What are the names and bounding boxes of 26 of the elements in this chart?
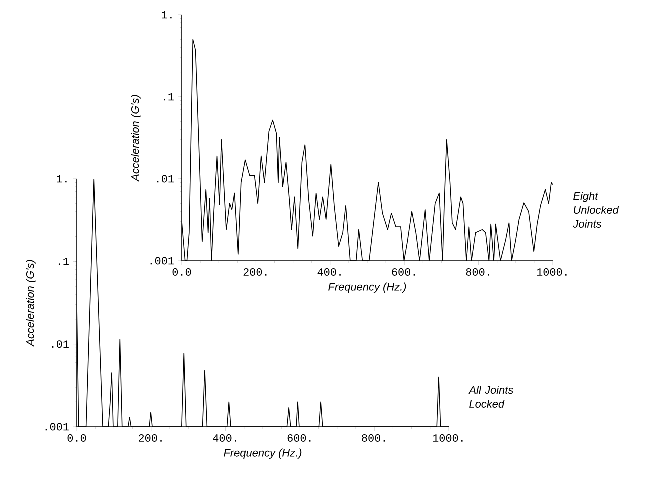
x-tick-label: 800. [362, 434, 386, 442]
x-axis-title: Frequency (Hz.) [328, 282, 406, 294]
y-tick-label: .001 [46, 423, 69, 431]
x-tick-label: 0.0 [68, 434, 86, 442]
y-tick-label: .01 [157, 175, 174, 183]
x-tick-label: 400. [318, 268, 341, 276]
x-tick-label: 800. [466, 268, 490, 276]
x-tick-label: 0.0 [172, 268, 192, 276]
x-tick-label: 200. [244, 268, 267, 276]
y-tick-label: .1 [164, 93, 174, 101]
x-tick-label: 200. [139, 434, 162, 442]
y-axis-title: Acceleration (G's) [26, 260, 36, 347]
y-tick-label: .001 [150, 257, 174, 265]
y-tick-label: .1 [58, 258, 69, 266]
y-tick-label: 1. [57, 175, 67, 183]
text: All Joints Locked [468, 386, 514, 408]
x-tick-label: 1000. [537, 268, 567, 276]
x-tick-label: 600. [288, 434, 311, 442]
x-tick-label: 400. [213, 434, 236, 442]
x-tick-label: 1000. [433, 434, 463, 442]
y-tick-label: 1. [162, 11, 172, 19]
x-axis-title: Frequency (Hz.) [224, 448, 302, 460]
y-axis-title: Acceleration (G's) [131, 95, 142, 182]
text: Eight Unlocked Joints [573, 192, 620, 228]
y-tick-label: .01 [52, 340, 69, 348]
x-tick-label: 600. [392, 268, 416, 276]
